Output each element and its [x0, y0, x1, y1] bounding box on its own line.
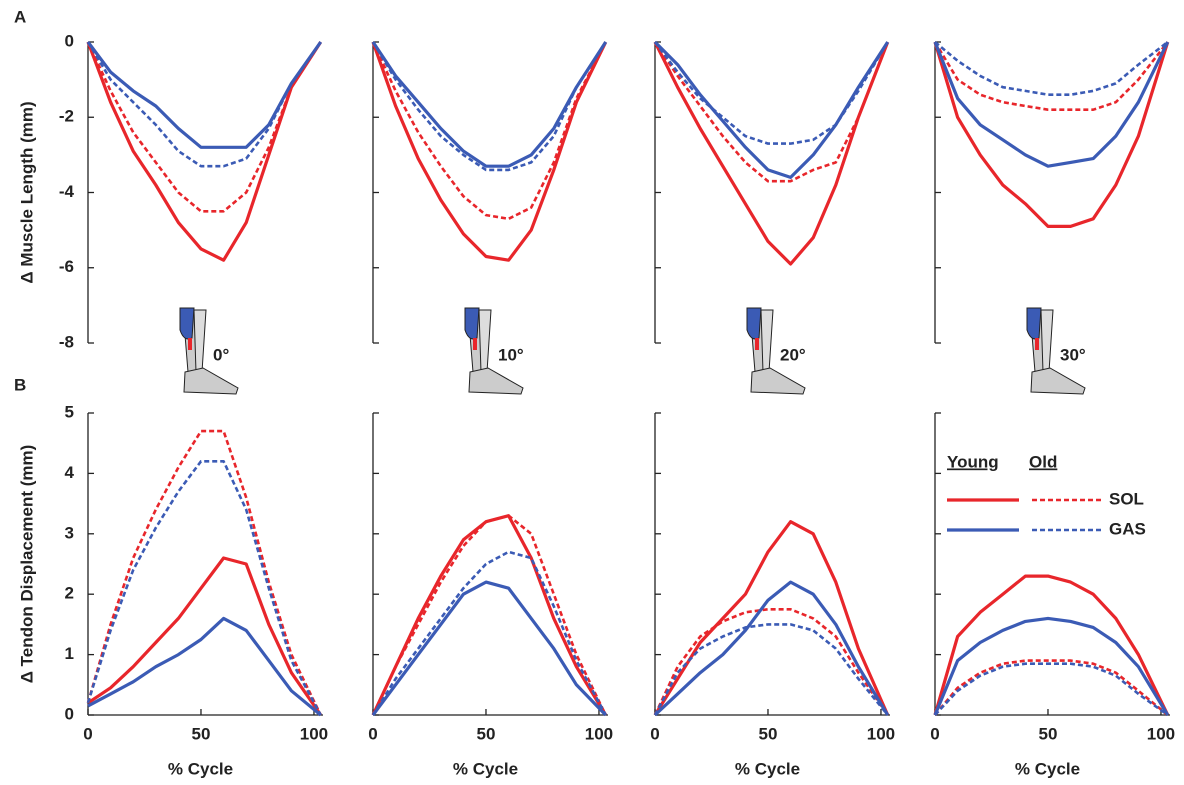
data-line — [87, 616, 322, 717]
tendon — [473, 338, 477, 350]
data-line — [86, 41, 322, 213]
x-tick-label: 0 — [368, 724, 377, 743]
x-axis-label: % Cycle — [1015, 759, 1080, 778]
tendon — [188, 338, 192, 350]
data-line — [653, 41, 889, 145]
data-line — [86, 41, 323, 262]
muscle — [1026, 307, 1042, 340]
x-tick-label: 50 — [1039, 724, 1058, 743]
legend-header: Old — [1029, 452, 1057, 471]
x-tick-label: 100 — [1147, 724, 1175, 743]
angle-label: 30° — [1060, 345, 1086, 364]
y-axis-label: Δ Tendon Displacement (mm) — [17, 445, 36, 684]
data-line — [653, 623, 889, 716]
data-line — [653, 41, 889, 183]
leg-bone — [193, 309, 207, 373]
angle-label: 0° — [213, 345, 229, 364]
ankle-icon — [746, 307, 806, 395]
data-line — [653, 520, 890, 716]
data-line — [653, 41, 890, 266]
x-tick-label: 0 — [930, 724, 939, 743]
x-tick-label: 50 — [192, 724, 211, 743]
x-tick-label: 0 — [650, 724, 659, 743]
data-line — [371, 41, 607, 172]
data-line — [371, 514, 607, 716]
angle-label: 20° — [780, 345, 806, 364]
foot — [1030, 367, 1086, 395]
data-line — [86, 460, 322, 716]
ankle-icon — [179, 307, 239, 395]
x-tick-label: 100 — [867, 724, 895, 743]
data-line — [653, 580, 890, 717]
ankle-icon — [1026, 307, 1086, 395]
x-axis-label: % Cycle — [735, 759, 800, 778]
leg-bone — [1040, 309, 1054, 373]
x-tick-label: 50 — [759, 724, 778, 743]
y-tick-label: 4 — [65, 463, 75, 482]
x-axis-label: % Cycle — [168, 759, 233, 778]
y-tick-label: 0 — [65, 704, 74, 723]
angle-label: 10° — [498, 345, 524, 364]
y-tick-label: -2 — [59, 107, 74, 126]
y-tick-label: -8 — [59, 332, 74, 351]
data-line — [371, 580, 607, 717]
x-axis-label: % Cycle — [453, 759, 518, 778]
tendon — [1035, 338, 1039, 350]
foot — [468, 367, 524, 395]
foot — [183, 367, 239, 395]
y-tick-label: 1 — [65, 644, 74, 663]
data-line — [933, 41, 1170, 228]
data-line — [933, 41, 1169, 111]
data-line — [933, 574, 1170, 716]
y-axis-label: Δ Muscle Length (mm) — [17, 101, 36, 283]
legend-label: SOL — [1109, 489, 1144, 508]
data-line — [87, 556, 323, 716]
foot — [750, 367, 806, 395]
x-tick-label: 50 — [477, 724, 496, 743]
muscle — [179, 307, 195, 340]
muscle — [464, 307, 480, 340]
legend-header: Young — [947, 452, 999, 471]
y-tick-label: -6 — [59, 257, 74, 276]
leg-bone — [478, 309, 492, 373]
muscle — [746, 307, 762, 340]
data-line — [934, 659, 1169, 717]
y-tick-label: 2 — [65, 584, 74, 603]
data-line — [933, 616, 1170, 716]
data-line — [653, 608, 889, 716]
x-tick-label: 100 — [300, 724, 328, 743]
panel-label: B — [14, 375, 26, 394]
data-line — [371, 41, 607, 221]
data-line — [371, 550, 607, 716]
data-line — [371, 41, 608, 168]
data-line — [934, 662, 1169, 717]
y-tick-label: 3 — [65, 523, 74, 542]
panel-label: A — [14, 7, 26, 26]
data-line — [86, 41, 322, 168]
legend-label: GAS — [1109, 519, 1146, 538]
data-line — [86, 429, 322, 716]
x-tick-label: 100 — [585, 724, 613, 743]
data-line — [933, 41, 1170, 168]
data-line — [371, 514, 608, 716]
leg-bone — [760, 309, 774, 373]
y-tick-label: 5 — [65, 402, 74, 421]
x-tick-label: 0 — [83, 724, 92, 743]
tendon — [755, 338, 759, 350]
y-tick-label: 0 — [65, 31, 74, 50]
ankle-icon — [464, 307, 524, 395]
data-line — [371, 41, 608, 262]
y-tick-label: -4 — [59, 182, 75, 201]
